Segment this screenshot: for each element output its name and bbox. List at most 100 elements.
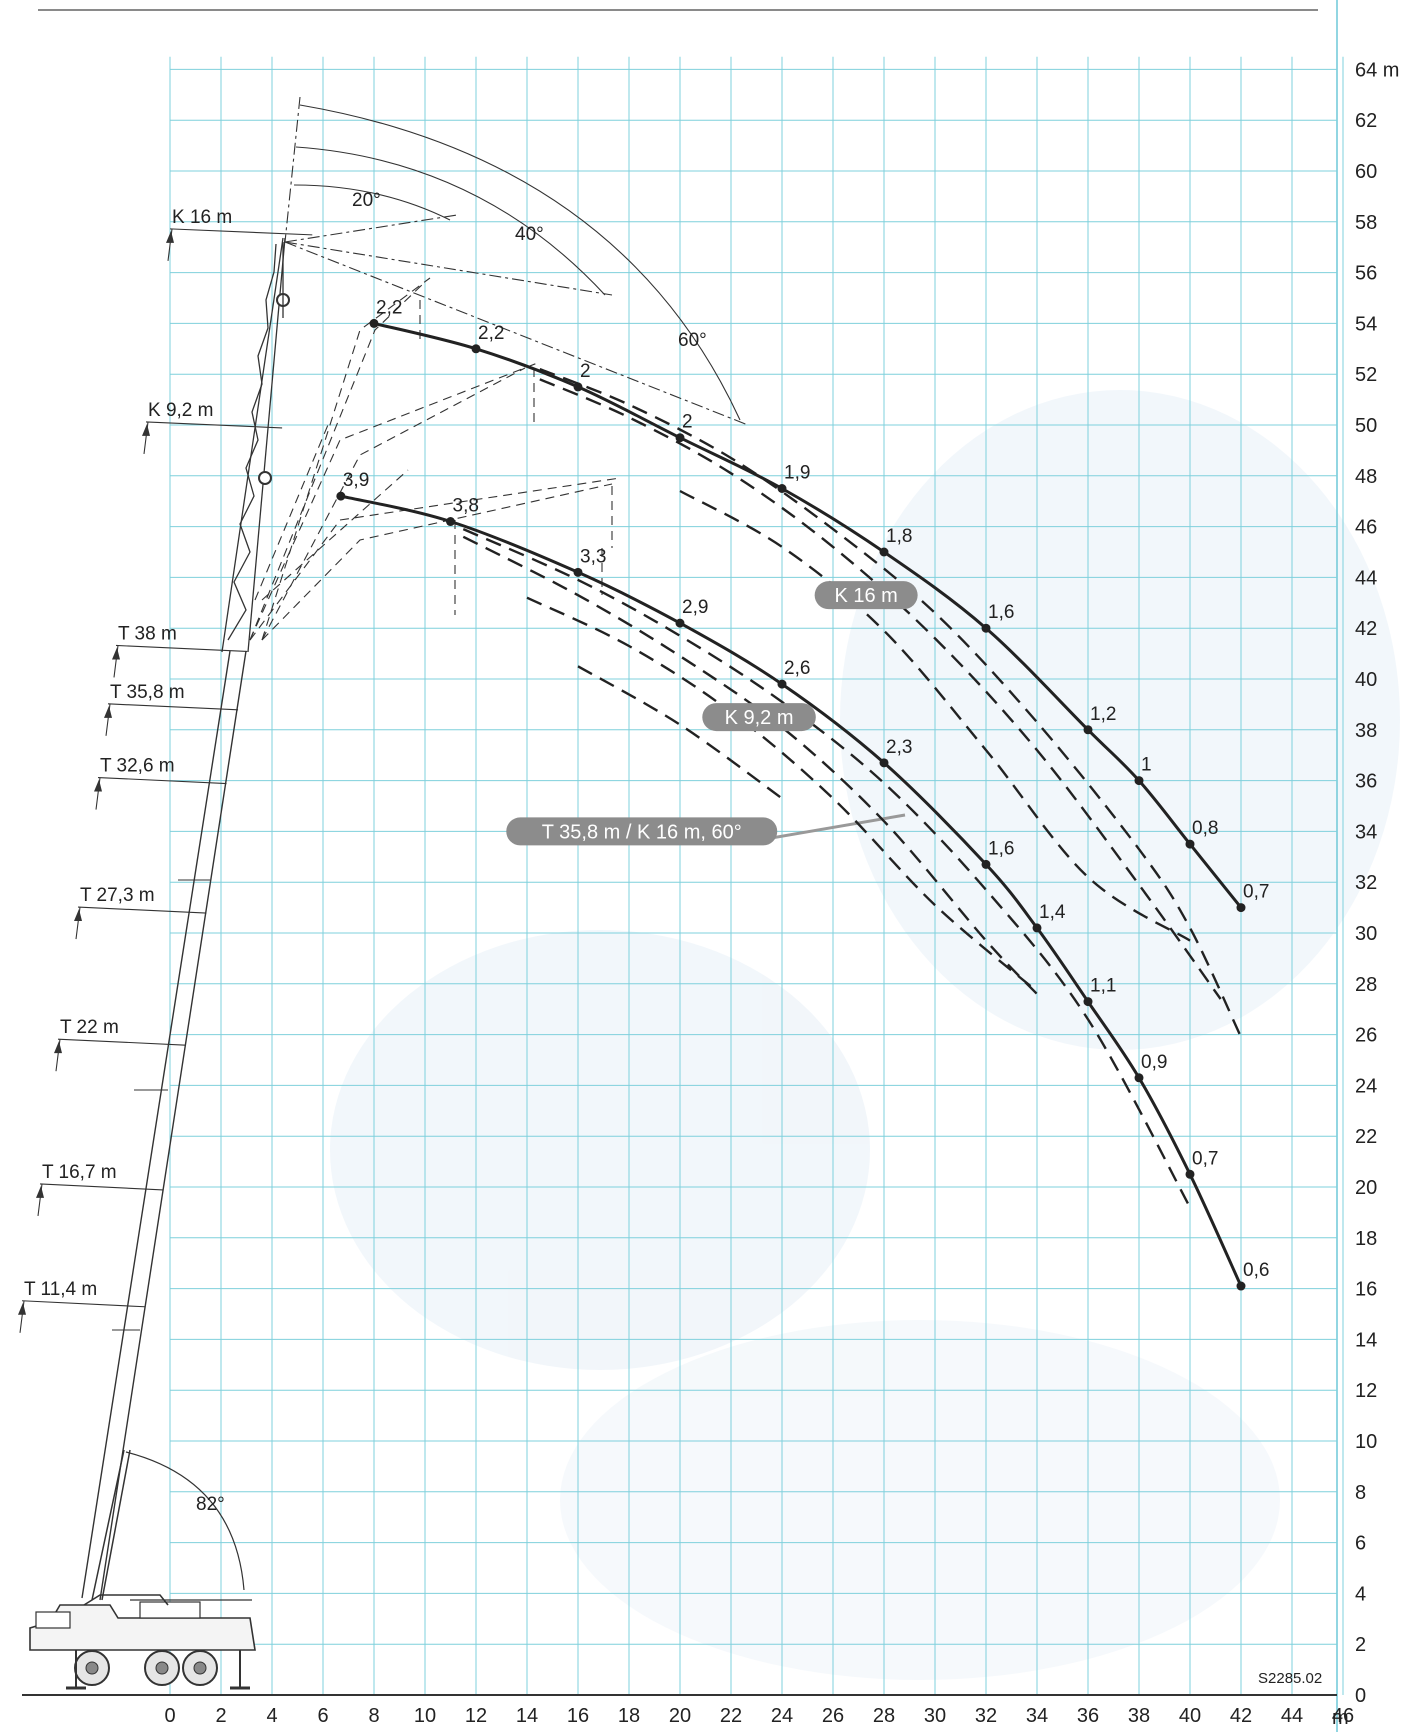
curve-label-pill — [506, 817, 778, 846]
x-axis-unit: m — [1332, 1707, 1349, 1729]
y-tick-label: 60 — [1355, 161, 1377, 183]
x-tick-label: 46 — [1332, 1705, 1354, 1727]
load-point — [1185, 839, 1195, 849]
load-point-label: 1,1 — [1090, 976, 1116, 997]
boom-section-arrowhead — [166, 230, 174, 243]
load-point — [1236, 903, 1246, 913]
y-tick-label: 22 — [1355, 1126, 1377, 1148]
load-point — [1236, 1281, 1246, 1291]
load-point — [1134, 1073, 1144, 1083]
boom-section-labels: K 16 m K 9,2 m T 38 m T 35,8 m T 32,6 m T 27,… — [18, 207, 313, 1333]
y-tick-label: 0 — [1355, 1685, 1366, 1707]
load-point — [981, 623, 991, 633]
dashed-load-curve — [462, 535, 1038, 995]
y-tick-label: 64 m — [1355, 59, 1399, 81]
load-point — [1185, 1169, 1195, 1179]
y-tick-label: 46 — [1355, 517, 1377, 539]
dashed-load-curves — [462, 367, 1243, 1208]
y-tick-label: 12 — [1355, 1380, 1377, 1402]
boom-section-leader — [107, 703, 239, 711]
x-tick-label: 32 — [975, 1705, 997, 1727]
load-point — [1083, 725, 1093, 735]
boom-section-label: T 22 m — [60, 1017, 119, 1038]
load-point-label: 1 — [1141, 755, 1152, 776]
y-tick-label: 36 — [1355, 771, 1377, 793]
y-tick-label: 30 — [1355, 923, 1377, 945]
curve-label-pill — [702, 703, 816, 732]
boom-section-leader — [169, 228, 313, 236]
boom-angle-indicator — [125, 1451, 252, 1601]
x-tick-label: 22 — [720, 1705, 742, 1727]
y-tick-label: 14 — [1355, 1329, 1377, 1351]
boom-section-label: T 11,4 m — [24, 1279, 97, 1300]
boom-section-leader — [77, 906, 207, 914]
y-tick-label: 42 — [1355, 618, 1377, 640]
dashed-load-curve — [539, 367, 1243, 1038]
load-point-label: 2,2 — [376, 297, 402, 318]
load-point-label: 2,2 — [478, 323, 504, 344]
load-point-label: 1,2 — [1090, 704, 1116, 725]
load-point — [1083, 997, 1093, 1007]
x-tick-label: 44 — [1281, 1705, 1303, 1727]
x-tick-label: 28 — [873, 1705, 895, 1727]
load-point-label: 1,6 — [988, 602, 1014, 623]
angle-60-label: 60° — [678, 330, 707, 351]
x-tick-label: 10 — [414, 1705, 436, 1727]
grid — [169, 56, 1344, 1695]
y-axis-tick-labels: 0246810121416182022242628303234363840424… — [1355, 59, 1399, 1707]
boom-section-arrowhead — [36, 1185, 44, 1198]
y-tick-label: 26 — [1355, 1025, 1377, 1047]
x-tick-label: 38 — [1128, 1705, 1150, 1727]
load-point-label: 2 — [682, 412, 693, 433]
load-point-label: 3,3 — [580, 546, 606, 567]
boom-section-label: T 27,3 m — [80, 885, 155, 906]
y-tick-label: 34 — [1355, 821, 1377, 843]
x-tick-label: 24 — [771, 1705, 793, 1727]
boom-section-arrowhead — [54, 1041, 62, 1054]
load-point-label: 2,9 — [682, 597, 708, 618]
dashed-load-curve — [539, 378, 1222, 1000]
y-tick-label: 8 — [1355, 1482, 1366, 1504]
angle-82-label: 82° — [196, 1494, 225, 1515]
load-point — [471, 344, 481, 354]
x-tick-label: 36 — [1077, 1705, 1099, 1727]
x-tick-label: 6 — [317, 1705, 328, 1727]
load-point — [879, 547, 889, 557]
x-tick-label: 14 — [516, 1705, 538, 1727]
y-tick-label: 16 — [1355, 1279, 1377, 1301]
y-tick-label: 44 — [1355, 567, 1377, 589]
load-point-label: 0,8 — [1192, 818, 1218, 839]
load-point — [1134, 776, 1144, 786]
load-point — [1032, 923, 1042, 933]
curve-label-pill — [814, 581, 918, 610]
x-tick-label: 30 — [924, 1705, 946, 1727]
dashed-load-curve — [462, 528, 1192, 1208]
x-tick-label: 4 — [266, 1705, 277, 1727]
y-tick-label: 10 — [1355, 1431, 1377, 1453]
boom-section-arrowhead — [18, 1302, 26, 1315]
load-point — [675, 433, 685, 443]
boom-section-leader — [39, 1183, 164, 1191]
y-tick-label: 62 — [1355, 110, 1377, 132]
x-tick-label: 18 — [618, 1705, 640, 1727]
boom-section-label: T 32,6 m — [100, 756, 175, 777]
x-tick-label: 8 — [368, 1705, 379, 1727]
load-point-label: 0,6 — [1243, 1260, 1269, 1281]
x-tick-label: 12 — [465, 1705, 487, 1727]
load-point — [777, 484, 787, 493]
jib-offset-guides — [284, 96, 749, 426]
boom-section-leader — [57, 1038, 186, 1046]
jib-positions-dashed — [249, 277, 621, 641]
angle-40-label: 40° — [515, 224, 544, 245]
load-point-label: 0,7 — [1243, 882, 1269, 903]
y-tick-label: 56 — [1355, 263, 1377, 285]
y-tick-label: 52 — [1355, 364, 1377, 386]
load-point — [336, 491, 346, 501]
boom-section-leader — [21, 1300, 145, 1308]
load-point — [675, 618, 685, 628]
x-tick-label: 16 — [567, 1705, 589, 1727]
boom-section-arrowhead — [94, 779, 102, 792]
curve-label-text: K 16 m — [834, 585, 897, 607]
boom-section-label: K 9,2 m — [148, 400, 213, 421]
x-axis-tick-labels: 0 2 4 6 8 10 12 14 16 18 20 22 24 26 28 30 32 34 36 38 40 42 4… — [164, 1705, 1354, 1727]
